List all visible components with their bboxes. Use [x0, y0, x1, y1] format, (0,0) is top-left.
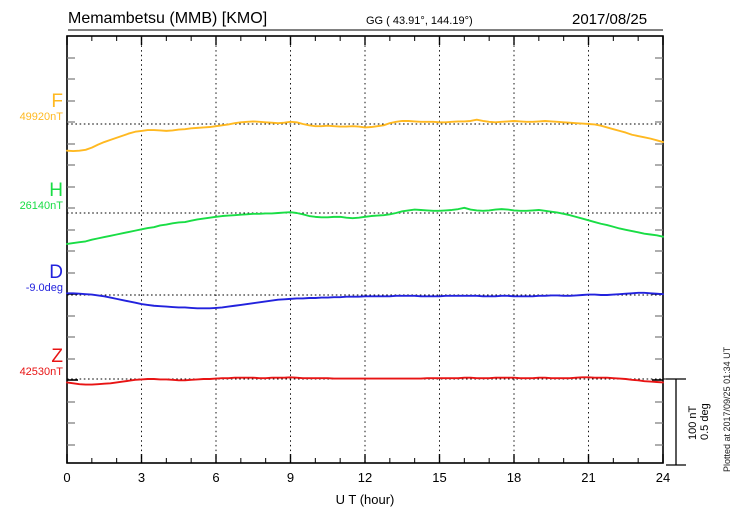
geographic-coordinates: GG ( 43.91°, 144.19°)	[366, 15, 473, 27]
component-label-z: Z 42530nT	[0, 347, 63, 379]
scale-bar-nt-label: 100 nT	[687, 405, 699, 440]
plotted-at-timestamp: Plotted at 2017/09/25 01:34 UT	[722, 346, 730, 472]
x-tick-label: 0	[63, 470, 71, 485]
component-letter-z: Z	[51, 346, 63, 367]
component-label-d: D -9.0deg	[0, 263, 63, 295]
x-axis-title: U T (hour)	[335, 492, 395, 507]
component-baseline-f: 49920nT	[19, 111, 63, 123]
trace-Z	[66, 376, 664, 386]
component-baseline-z: 42530nT	[19, 366, 63, 378]
scale-bar-deg-label: 0.5 deg	[699, 403, 711, 440]
component-baseline-d: -9.0deg	[25, 282, 63, 294]
x-tick-label: 6	[212, 470, 220, 485]
component-baseline-h: 26140nT	[19, 200, 63, 212]
component-letter-f: F	[51, 91, 63, 112]
x-tick-label: 9	[286, 470, 295, 485]
trace-H	[66, 206, 664, 245]
trace-D	[66, 291, 664, 310]
trace-F	[66, 118, 664, 153]
x-tick-label: 24	[655, 470, 671, 485]
component-letter-d: D	[49, 262, 63, 283]
component-label-h: H 26140nT	[0, 181, 63, 213]
page-title: Memambetsu (MMB) [KMO]	[68, 10, 268, 27]
x-tick-label: 12	[357, 470, 373, 485]
x-tick-label: 21	[581, 470, 596, 485]
component-letter-h: H	[49, 180, 63, 201]
x-tick-label: 3	[137, 470, 146, 485]
x-tick-label: 18	[506, 470, 522, 485]
observation-date: 2017/08/25	[572, 11, 648, 28]
component-label-f: F 49920nT	[0, 92, 63, 124]
x-tick-label: 15	[432, 470, 447, 485]
